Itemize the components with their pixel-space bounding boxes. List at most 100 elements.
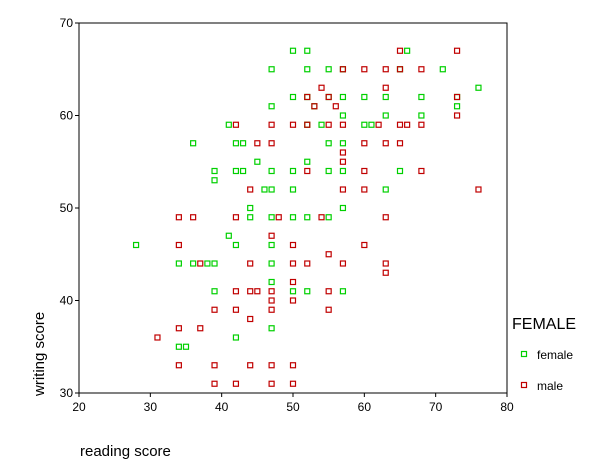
point-female — [339, 112, 347, 119]
point-male — [211, 380, 218, 387]
legend-label-female: female — [537, 348, 573, 362]
point-male — [275, 214, 282, 221]
point-male — [339, 260, 347, 267]
point-male — [289, 362, 297, 369]
point-male — [304, 121, 311, 128]
point-female — [268, 186, 275, 193]
x-tick-label: 30 — [144, 400, 158, 414]
point-male — [268, 362, 275, 369]
point-female — [268, 241, 275, 249]
point-male — [361, 241, 368, 249]
point-male — [175, 241, 182, 249]
point-male — [232, 288, 240, 295]
point-male — [382, 260, 389, 267]
point-female — [254, 158, 261, 165]
point-female — [211, 177, 218, 184]
x-tick-label: 80 — [500, 400, 514, 414]
point-male — [268, 140, 275, 147]
point-male — [197, 260, 204, 267]
point-male — [325, 93, 332, 101]
point-male — [332, 103, 339, 110]
point-male — [289, 278, 297, 286]
point-male — [247, 186, 254, 193]
point-female — [225, 232, 232, 239]
point-male — [304, 260, 311, 267]
point-male — [339, 149, 347, 156]
point-female — [175, 343, 182, 350]
legend-label-male: male — [537, 379, 563, 393]
point-female — [289, 167, 297, 175]
point-male — [382, 140, 389, 147]
point-female — [182, 343, 190, 350]
point-male — [475, 186, 482, 193]
point-female — [232, 140, 240, 147]
point-female — [339, 140, 347, 147]
legend-title: FEMALE — [512, 316, 576, 333]
point-female — [304, 158, 311, 165]
point-female — [268, 167, 275, 175]
point-female — [325, 140, 332, 147]
point-female — [304, 214, 311, 221]
point-female — [225, 121, 232, 128]
point-female — [325, 66, 332, 73]
point-female — [418, 93, 425, 101]
point-male — [453, 93, 461, 101]
point-male — [311, 103, 318, 110]
point-female — [382, 112, 389, 119]
point-male — [247, 362, 254, 369]
point-male — [289, 380, 297, 387]
point-male — [382, 66, 389, 73]
point-female — [268, 260, 275, 267]
point-male — [211, 362, 218, 369]
point-male — [404, 121, 411, 128]
point-female — [232, 241, 240, 249]
point-male — [375, 121, 382, 128]
point-male — [289, 260, 297, 267]
point-male — [325, 251, 332, 258]
point-male — [268, 232, 275, 239]
point-female — [475, 84, 482, 91]
point-male — [418, 66, 425, 73]
point-female — [211, 288, 218, 295]
point-female — [453, 103, 461, 110]
point-male — [254, 140, 261, 147]
point-female — [361, 93, 368, 101]
point-female — [418, 112, 425, 119]
point-female — [304, 47, 311, 54]
y-tick-label: 50 — [60, 201, 74, 215]
point-female — [247, 204, 254, 212]
point-male — [232, 380, 240, 387]
point-male — [232, 121, 240, 128]
point-female — [396, 167, 404, 175]
point-male — [339, 186, 347, 193]
series-male — [154, 47, 482, 387]
point-female — [318, 121, 325, 128]
legend-swatch-female — [520, 350, 528, 358]
x-tick-label: 20 — [72, 400, 86, 414]
x-tick-label: 40 — [215, 400, 229, 414]
point-male — [268, 297, 275, 304]
point-male — [325, 306, 332, 313]
point-female — [404, 47, 411, 54]
point-male — [361, 186, 368, 193]
point-female — [382, 93, 389, 101]
point-male — [325, 121, 332, 128]
legend: FEMALE female male — [512, 316, 576, 393]
point-male — [304, 167, 311, 175]
point-male — [396, 47, 404, 54]
point-male — [289, 241, 297, 249]
point-male — [254, 288, 261, 295]
point-female — [239, 140, 247, 147]
point-male — [268, 121, 275, 128]
point-female — [268, 103, 275, 110]
legend-swatch-male — [520, 381, 528, 389]
point-female — [289, 214, 297, 221]
point-female — [175, 260, 182, 267]
x-tick-label: 70 — [429, 400, 443, 414]
point-male — [318, 214, 325, 221]
point-male — [453, 112, 461, 119]
point-male — [197, 325, 204, 332]
point-female — [289, 47, 297, 54]
point-female — [304, 288, 311, 295]
point-female — [361, 121, 368, 128]
